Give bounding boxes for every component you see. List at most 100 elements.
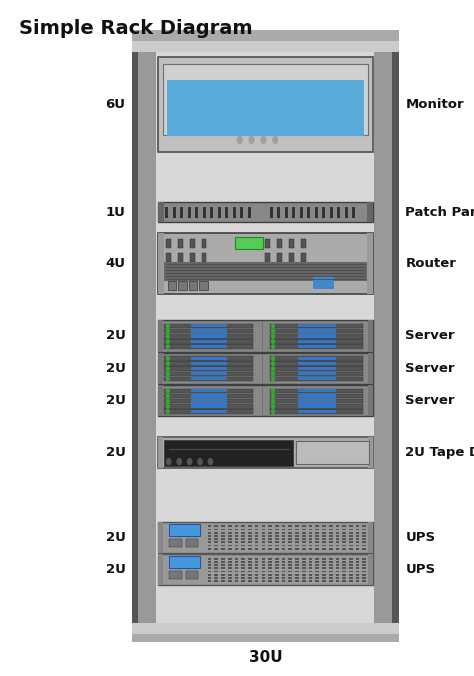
Bar [312, 276, 334, 289]
Bar [228, 564, 232, 566]
Bar [349, 538, 353, 540]
Bar [309, 564, 312, 566]
Bar [270, 399, 363, 404]
Circle shape [166, 334, 169, 338]
Bar [329, 567, 332, 569]
Bar [296, 441, 369, 464]
Bar [298, 357, 336, 360]
Bar [302, 561, 306, 563]
Bar [295, 545, 299, 546]
Bar [329, 532, 332, 533]
Bar [173, 207, 176, 218]
Bar [322, 532, 326, 533]
Bar [289, 574, 292, 576]
Bar [228, 535, 232, 537]
Bar [356, 564, 359, 566]
Bar [262, 558, 265, 560]
Bar [262, 561, 265, 563]
Bar [270, 404, 363, 408]
Bar [235, 538, 238, 540]
Bar [138, 51, 156, 625]
Bar [309, 532, 312, 533]
Circle shape [261, 137, 266, 143]
Bar [268, 577, 272, 579]
Circle shape [166, 372, 169, 376]
Bar [255, 558, 258, 560]
Bar [342, 532, 346, 533]
Bar [282, 535, 285, 537]
Bar [342, 525, 346, 527]
Bar [214, 538, 218, 540]
Bar [363, 580, 366, 582]
Bar [275, 571, 279, 573]
Circle shape [272, 394, 274, 398]
Bar [164, 377, 253, 381]
Bar [165, 207, 168, 218]
Bar [190, 239, 195, 248]
Bar [169, 571, 182, 579]
Bar [262, 580, 265, 582]
Bar [167, 80, 364, 136]
Bar [270, 356, 363, 361]
Bar [342, 529, 346, 531]
Bar [302, 548, 306, 550]
Bar [214, 532, 218, 533]
Bar [298, 400, 336, 403]
Bar [329, 564, 332, 566]
Bar [282, 541, 285, 544]
Bar [315, 545, 319, 546]
Bar [164, 409, 253, 414]
Bar [235, 532, 238, 533]
Bar [158, 437, 163, 468]
Bar [302, 545, 306, 546]
Bar [158, 522, 373, 553]
Bar [309, 545, 312, 546]
Bar [255, 564, 258, 566]
Bar [356, 541, 359, 544]
Bar [356, 538, 359, 540]
Bar [208, 548, 211, 550]
Bar [158, 522, 163, 553]
Bar [164, 366, 253, 371]
Circle shape [166, 356, 169, 360]
Bar [164, 394, 253, 398]
Bar [275, 545, 279, 546]
Bar [301, 253, 306, 262]
Circle shape [166, 329, 169, 333]
Bar [255, 567, 258, 569]
Bar [277, 207, 280, 218]
Bar [262, 545, 265, 546]
Bar [228, 571, 232, 573]
Bar [275, 558, 279, 560]
Bar [342, 535, 346, 537]
Bar [309, 525, 312, 527]
Bar [186, 571, 198, 579]
Bar [322, 538, 326, 540]
Bar [322, 207, 325, 218]
Bar [158, 437, 373, 468]
Text: Router: Router [405, 257, 456, 270]
Bar [302, 538, 306, 540]
Bar [214, 567, 218, 569]
Text: 2U: 2U [106, 446, 126, 460]
Bar [356, 561, 359, 563]
Bar [191, 345, 228, 348]
Bar [363, 545, 366, 546]
Bar [235, 535, 238, 537]
Bar [166, 253, 171, 262]
Text: Simple Rack Diagram: Simple Rack Diagram [19, 19, 253, 38]
Bar [295, 548, 299, 550]
Bar [132, 634, 399, 642]
Bar [208, 558, 211, 560]
Bar [329, 580, 332, 582]
Bar [298, 335, 336, 338]
Bar [315, 574, 319, 576]
Bar [218, 207, 221, 218]
Bar [322, 580, 326, 582]
Bar [336, 571, 339, 573]
Bar [270, 389, 363, 393]
Bar [282, 538, 285, 540]
Bar [356, 529, 359, 531]
Bar [329, 548, 332, 550]
Bar [315, 525, 319, 527]
